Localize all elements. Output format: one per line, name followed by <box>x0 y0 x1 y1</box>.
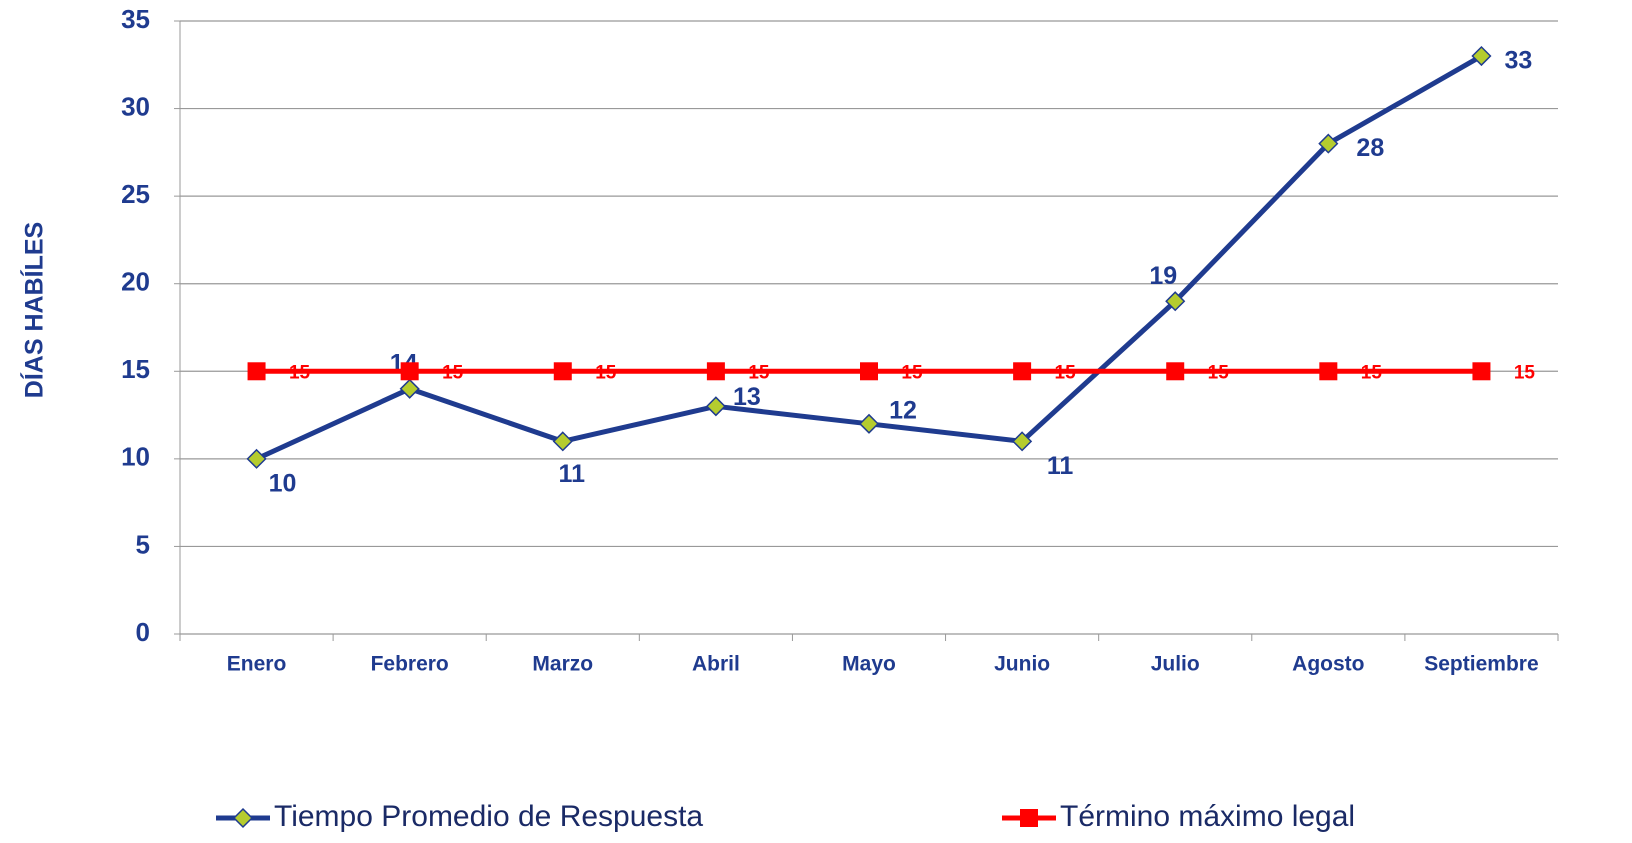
marker <box>232 807 254 829</box>
data-label: 10 <box>269 469 297 497</box>
marker <box>1165 291 1186 312</box>
data-label: 33 <box>1505 47 1533 75</box>
x-tick-label: Agosto <box>1292 653 1364 676</box>
data-label: 15 <box>901 362 923 383</box>
data-label: 15 <box>1361 362 1383 383</box>
data-label: 15 <box>595 362 617 383</box>
data-label: 15 <box>442 362 464 383</box>
series-line <box>255 53 1483 462</box>
data-label: 15 <box>748 362 770 383</box>
data-label: 19 <box>1149 262 1177 290</box>
x-tick-label: Abril <box>692 653 740 676</box>
marker <box>1013 362 1032 381</box>
y-tick-label: 0 <box>136 617 150 647</box>
x-tick-label: Mayo <box>842 653 896 676</box>
marker <box>1471 45 1492 67</box>
marker <box>1166 362 1185 381</box>
marker <box>246 448 267 469</box>
legend-label: Tiempo Promedio de Respuesta <box>274 800 703 833</box>
data-label: 11 <box>1047 452 1074 480</box>
data-label: 28 <box>1356 134 1384 162</box>
marker <box>705 396 726 417</box>
data-label: 15 <box>1208 362 1230 383</box>
data-label: 13 <box>733 383 761 411</box>
x-tick-label: Julio <box>1151 653 1200 676</box>
marker <box>1472 362 1491 381</box>
marker <box>1020 809 1038 827</box>
marker <box>552 431 573 452</box>
legend-label: Término máximo legal <box>1060 800 1355 833</box>
data-label: 12 <box>889 396 917 424</box>
marker <box>706 362 725 381</box>
marker <box>553 362 572 381</box>
marker <box>400 362 419 381</box>
marker <box>858 413 880 434</box>
y-tick-label: 25 <box>121 179 150 209</box>
marker <box>1319 362 1338 381</box>
marker <box>1318 133 1339 154</box>
x-tick-label: Junio <box>994 653 1050 676</box>
data-label: 11 <box>559 460 586 488</box>
marker <box>1012 431 1033 452</box>
x-tick-label: Septiembre <box>1424 653 1538 676</box>
y-tick-label: 35 <box>121 4 150 34</box>
data-label: 15 <box>289 362 311 383</box>
data-label: 15 <box>1514 362 1536 383</box>
marker <box>399 378 420 399</box>
y-tick-label: 30 <box>121 91 150 121</box>
marker <box>247 362 266 381</box>
y-tick-label: 10 <box>121 442 150 472</box>
y-tick-label: 20 <box>121 267 150 297</box>
y-tick-label: 15 <box>121 354 150 384</box>
y-axis-label: DÍAS HABÍLES <box>20 222 49 398</box>
data-label: 15 <box>1055 362 1077 383</box>
x-tick-label: Febrero <box>371 653 449 676</box>
y-tick-label: 5 <box>136 529 150 559</box>
x-tick-label: Marzo <box>532 653 593 676</box>
marker <box>860 362 878 381</box>
x-tick-label: Enero <box>227 653 287 676</box>
